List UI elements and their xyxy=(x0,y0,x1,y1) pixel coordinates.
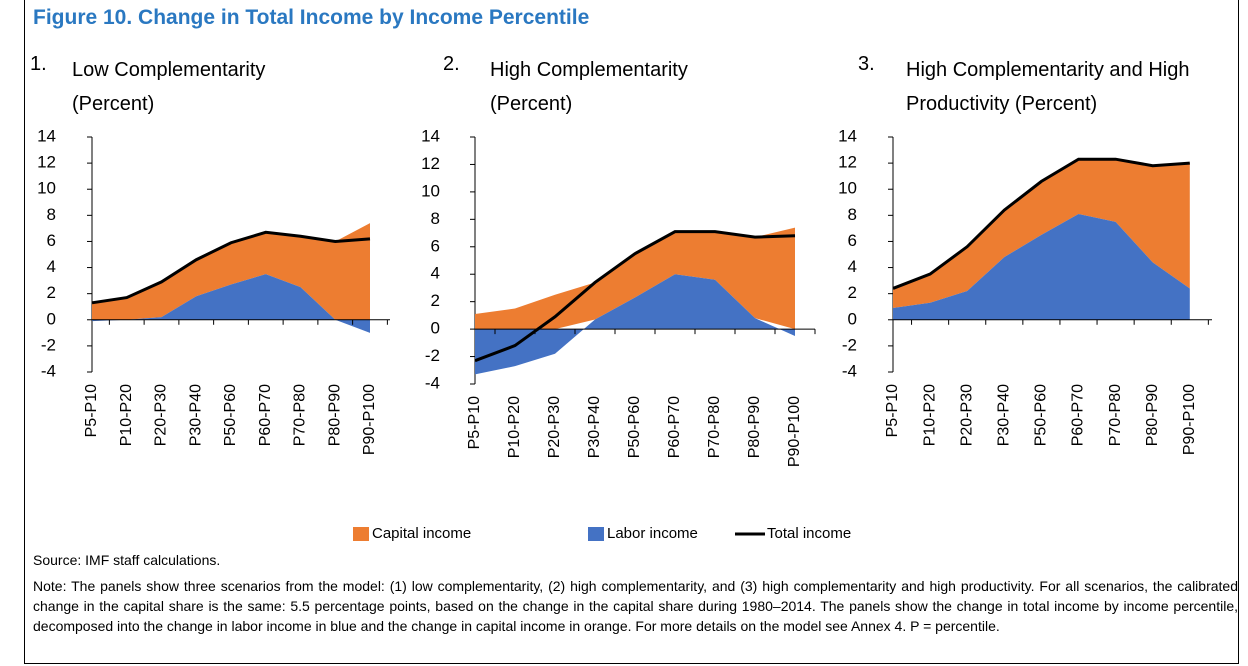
legend-label: Labor income xyxy=(607,525,698,542)
panel-number: 3. xyxy=(858,53,875,75)
x-tick-label: P60-P70 xyxy=(666,396,683,458)
legend-swatch xyxy=(353,527,369,541)
y-tick-label: 10 xyxy=(421,181,440,200)
x-tick-label: P30-P40 xyxy=(187,384,204,446)
x-tick-label: P30-P40 xyxy=(996,384,1013,446)
y-tick-label: 2 xyxy=(431,291,440,310)
x-tick-label: P90-P100 xyxy=(786,396,803,467)
x-tick-label: P50-P60 xyxy=(222,384,239,446)
y-tick-label: -2 xyxy=(41,335,56,354)
figure-title: Figure 10. Change in Total Income by Inc… xyxy=(33,6,590,29)
labor-area xyxy=(893,214,1190,320)
y-tick-label: 4 xyxy=(848,257,857,276)
x-tick-label: P5-P10 xyxy=(884,384,901,437)
x-tick-label: P90-P100 xyxy=(1181,384,1198,455)
total-line xyxy=(91,230,371,305)
y-tick-label: 0 xyxy=(431,319,440,338)
x-tick-label: P80-P90 xyxy=(326,384,343,446)
capital-area xyxy=(475,227,795,330)
y-tick-label: -4 xyxy=(842,361,857,380)
figure-frame xyxy=(24,0,1239,664)
y-tick-label: -4 xyxy=(41,361,56,380)
y-tick-label: 12 xyxy=(838,153,857,172)
y-tick-label: 10 xyxy=(838,179,857,198)
x-tick-label: P70-P80 xyxy=(292,384,309,446)
y-tick-label: 10 xyxy=(37,179,56,198)
x-tick-label: P60-P70 xyxy=(1070,384,1087,446)
x-tick-label: P10-P20 xyxy=(921,384,938,446)
y-tick-label: 14 xyxy=(421,126,440,145)
legend-label: Total income xyxy=(767,525,851,542)
x-tick-label: P80-P90 xyxy=(746,396,763,458)
x-tick-label: P60-P70 xyxy=(257,384,274,446)
y-tick-label: 2 xyxy=(47,283,56,302)
x-tick-label: P5-P10 xyxy=(466,396,483,449)
panel-title: High Complementarity (Percent) xyxy=(490,59,688,115)
x-tick-label: P10-P20 xyxy=(506,396,523,458)
source: Source: IMF staff calculations. xyxy=(33,552,221,568)
panel-number: 2. xyxy=(443,53,460,75)
y-tick-label: 6 xyxy=(848,231,857,250)
panel-number: 1. xyxy=(30,53,47,75)
y-tick-label: 8 xyxy=(848,205,857,224)
capital-area xyxy=(893,159,1190,309)
x-tick-label: P20-P30 xyxy=(958,384,975,446)
total-line xyxy=(474,230,796,363)
y-tick-label: 14 xyxy=(37,126,56,145)
legend-swatch xyxy=(588,527,604,541)
y-tick-label: -2 xyxy=(842,335,857,354)
y-tick-label: 0 xyxy=(848,309,857,328)
y-tick-label: 14 xyxy=(838,126,857,145)
x-tick-label: P10-P20 xyxy=(118,384,135,446)
y-tick-label: -4 xyxy=(425,373,440,392)
x-tick-label: P20-P30 xyxy=(153,384,170,446)
panel-title: High Complementarity and High Productivi… xyxy=(906,59,1190,115)
total-line xyxy=(892,157,1190,290)
x-tick-label: P90-P100 xyxy=(361,384,378,455)
x-tick-label: P5-P10 xyxy=(83,384,100,437)
x-tick-label: P50-P60 xyxy=(1033,384,1050,446)
y-tick-label: 6 xyxy=(47,231,56,250)
legend-label: Capital income xyxy=(372,525,471,542)
labor-area xyxy=(92,274,370,333)
y-tick-label: 8 xyxy=(47,205,56,224)
y-tick-label: 6 xyxy=(431,236,440,255)
y-tick-label: 12 xyxy=(37,153,56,172)
x-tick-label: P80-P90 xyxy=(1144,384,1161,446)
y-tick-label: 2 xyxy=(848,283,857,302)
x-tick-label: P70-P80 xyxy=(706,396,723,458)
y-tick-label: -2 xyxy=(425,346,440,365)
x-tick-label: P70-P80 xyxy=(1107,384,1124,446)
y-tick-label: 4 xyxy=(47,257,56,276)
x-tick-label: P20-P30 xyxy=(546,396,563,458)
x-tick-label: P50-P60 xyxy=(626,396,643,458)
x-tick-label: P30-P40 xyxy=(586,396,603,458)
y-tick-label: 8 xyxy=(431,209,440,228)
note: Note: The panels show three scenarios fr… xyxy=(33,578,1238,634)
capital-area xyxy=(92,223,370,320)
panel-title: Low Complementarity (Percent) xyxy=(72,59,266,115)
labor-area xyxy=(475,274,795,375)
y-tick-label: 4 xyxy=(431,264,440,283)
y-tick-label: 0 xyxy=(47,309,56,328)
y-tick-label: 12 xyxy=(421,154,440,173)
